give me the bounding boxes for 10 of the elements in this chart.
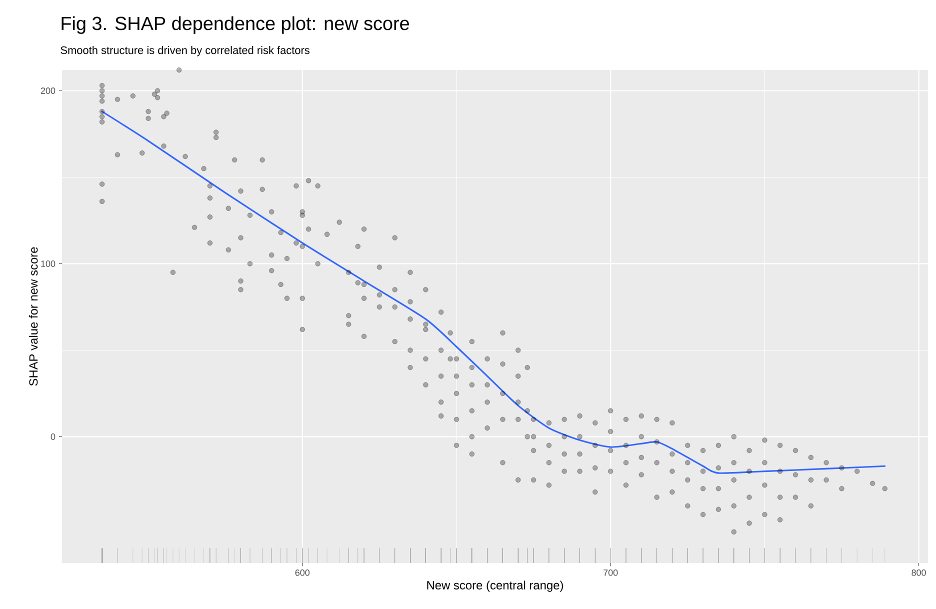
chart-title: Fig 3. SHAP dependence plot: new score [62,16,410,34]
y-tick-label: 100 [41,260,56,267]
chart-subtitle: Smooth structure is driven by correlated risk factors [60,46,310,56]
y-tick-label: 200 [40,88,56,94]
x-tick-label: 600 [295,570,310,576]
y-tick-label: 0 [50,434,56,440]
x-tick-label: 800 [912,570,926,576]
y-axis-title: SHAP value for new score [28,247,38,386]
x-axis-title: New score (central range) [427,580,563,592]
x-tick-label: 700 [604,570,618,576]
